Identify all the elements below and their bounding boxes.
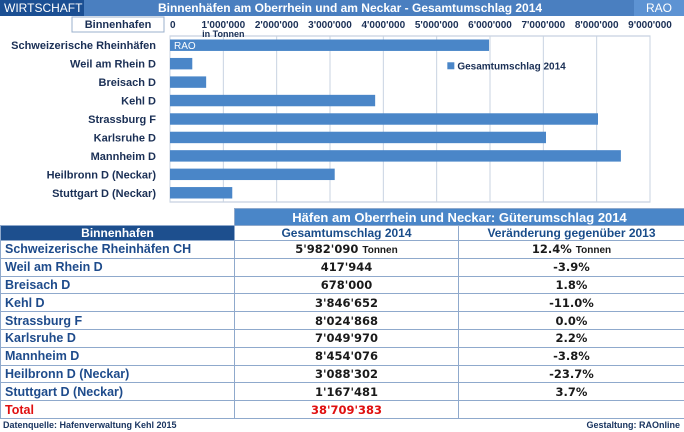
table-row: Stuttgart D (Neckar) 1'167'481 3.7%	[0, 382, 684, 402]
table-row: Kehl D 3'846'652 -11.0%	[0, 293, 684, 313]
bar	[170, 94, 376, 107]
tick-label: 1'000'000	[201, 20, 245, 31]
row-change-number: 12.4%	[531, 242, 572, 257]
axis-unit-label: in Tonnen	[202, 29, 244, 39]
row-value: 7'049'970	[234, 328, 459, 348]
footer: Datenquelle: Hafenverwaltung Kehl 2015 G…	[0, 420, 684, 432]
bar	[170, 150, 621, 162]
category-label: Breisach D	[99, 77, 157, 89]
row-name: Kehl D	[0, 293, 235, 313]
table-title-row: Häfen am Oberrhein und Neckar: Güterumsc…	[0, 208, 684, 226]
bar-chart: Binnenhafen 0 1'000'000 2'000'000 3'000'000 4…	[11, 16, 672, 203]
table-title: Häfen am Oberrhein und Neckar: Güterumsc…	[234, 208, 684, 226]
table-row: Weil am Rhein D 417'944 -3.9%	[0, 257, 684, 277]
row-value: 3'846'652	[234, 293, 459, 313]
category-label: WIRTSCHAFT	[0, 0, 84, 16]
row-name: Schweizerische Rheinhäfen CH	[0, 240, 235, 259]
row-change: 2.2%	[458, 328, 684, 348]
legend-label: Gesamtumschlag 2014	[457, 61, 566, 72]
row-value: 417'944	[234, 257, 459, 277]
table-row: Schweizerische Rheinhäfen CH 5'982'090 To…	[0, 240, 684, 259]
bar	[170, 168, 335, 181]
category-label: Schweizerische Rheinhäfen	[11, 40, 156, 52]
row-value: 3'088'302	[234, 364, 459, 384]
category-label: Mannheim D	[91, 151, 156, 163]
row-value: 1'167'481	[234, 382, 459, 402]
bar	[170, 57, 193, 70]
row-change-unit: Tonnen	[575, 245, 612, 257]
header-veraenderung: Veränderung gegenüber 2013	[458, 225, 684, 241]
tick-label: 9'000'000	[628, 20, 672, 31]
table-header-row: Binnenhafen Gesamtumschlag 2014 Veränder…	[0, 225, 684, 241]
corner-label: Binnenhafen	[85, 19, 152, 31]
row-name: Strassburg F	[0, 311, 235, 330]
table-row: Mannheim D 8'454'076 -3.8%	[0, 346, 684, 366]
tick-label: 5'000'000	[415, 20, 459, 31]
category-label: Weil am Rhein D	[70, 59, 156, 71]
data-table: Häfen am Oberrhein und Neckar: Güterumsc…	[0, 208, 684, 419]
row-name: Breisach D	[0, 275, 235, 295]
bar	[170, 187, 233, 199]
category-label: Kehl D	[121, 96, 156, 108]
table-total-row: Total 38'709'383	[0, 400, 684, 419]
total-change-empty	[458, 400, 684, 419]
row-value: 8'454'076	[234, 346, 459, 366]
bar	[170, 113, 598, 125]
legend-swatch	[447, 62, 455, 70]
row-change: 1.8%	[458, 275, 684, 295]
category-label: Strassburg F	[88, 114, 156, 126]
row-value: 678'000	[234, 275, 459, 295]
tick-label: 4'000'000	[361, 20, 405, 31]
total-label: Total	[0, 400, 235, 419]
row-change: -23.7%	[458, 364, 684, 384]
tick-label: 3'000'000	[308, 20, 352, 31]
row-name: Heilbronn D (Neckar)	[0, 364, 235, 384]
row-name: Mannheim D	[0, 346, 235, 366]
row-change: -3.9%	[458, 257, 684, 277]
row-value: 8'024'868	[234, 311, 459, 330]
row-name: Stuttgart D (Neckar)	[0, 382, 235, 402]
row-value-unit: Tonnen	[362, 245, 398, 257]
header-binnenhafen: Binnenhafen	[0, 225, 235, 241]
category-label: Stuttgart D (Neckar)	[52, 188, 156, 200]
row-change: 12.4% Tonnen	[458, 240, 684, 259]
bar	[170, 39, 490, 51]
table-row: Heilbronn D (Neckar) 3'088'302 -23.7%	[0, 364, 684, 384]
row-name: Weil am Rhein D	[0, 257, 235, 277]
design-credit: Gestaltung: RAOnline	[586, 420, 680, 430]
tick-label: 6'000'000	[468, 20, 512, 31]
data-table-wrapper: Häfen am Oberrhein und Neckar: Güterumsc…	[0, 208, 684, 419]
table-row: Strassburg F 8'024'868 0.0%	[0, 311, 684, 330]
header-bar: WIRTSCHAFT Binnenhäfen am Oberrhein und …	[0, 0, 684, 16]
row-change: 3.7%	[458, 382, 684, 402]
row-change: -11.0%	[458, 293, 684, 313]
row-value-number: 5'982'090	[295, 242, 359, 257]
table-row: Breisach D 678'000 1.8%	[0, 275, 684, 295]
data-source: Datenquelle: Hafenverwaltung Kehl 2015	[3, 420, 177, 430]
corner-label-box	[71, 16, 165, 33]
row-name: Karlsruhe D	[0, 328, 235, 348]
bar	[170, 131, 546, 144]
chart-bars	[170, 39, 621, 199]
row-change: -3.8%	[458, 346, 684, 366]
tick-label: 0	[170, 20, 176, 31]
category-label: Karlsruhe D	[94, 132, 156, 144]
tick-label: 2'000'000	[255, 20, 299, 31]
watermark: RAO	[174, 41, 196, 52]
tick-label: 8'000'000	[575, 20, 619, 31]
tick-label: 7'000'000	[521, 20, 565, 31]
table-body: Schweizerische Rheinhäfen CH 5'982'090 To…	[0, 240, 684, 419]
header-gesamtumschlag: Gesamtumschlag 2014	[234, 225, 459, 241]
chart-labels: Binnenhafen 0 1'000'000 2'000'000 3'000'000 4…	[11, 16, 672, 200]
bar	[170, 76, 207, 88]
page-title: Binnenhäfen am Oberrhein und am Neckar -…	[157, 1, 543, 15]
category-label: Heilbronn D (Neckar)	[47, 169, 157, 181]
table-title-blank	[0, 208, 235, 226]
table-row: Karlsruhe D 7'049'970 2.2%	[0, 328, 684, 348]
row-value: 5'982'090 Tonnen	[234, 240, 459, 259]
row-change: 0.0%	[458, 311, 684, 330]
brand-badge: RAO	[634, 0, 684, 16]
total-value: 38'709'383	[234, 400, 459, 419]
